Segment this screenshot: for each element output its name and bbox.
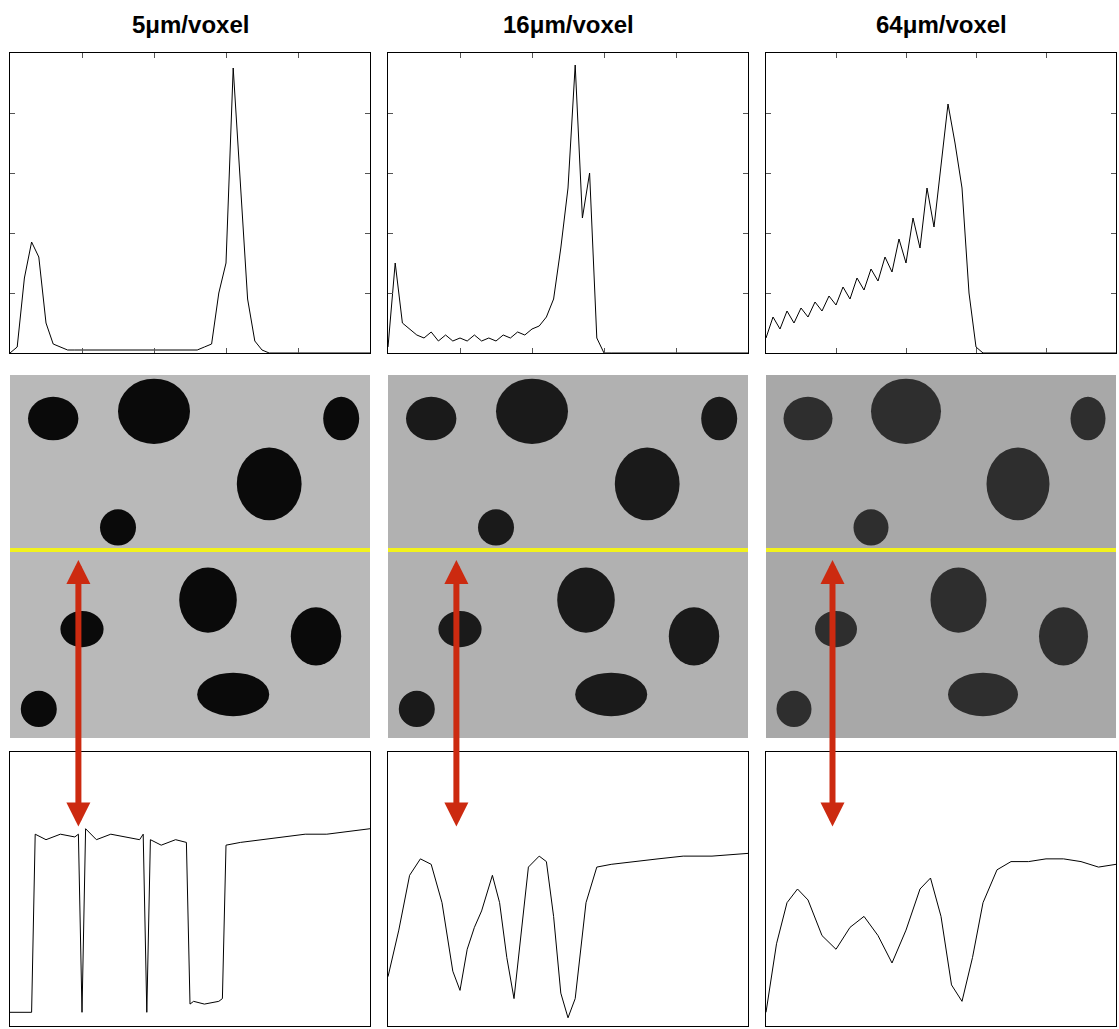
svg-text:64μm/voxel: 64μm/voxel [876,11,1007,38]
svg-text:16μm/voxel: 16μm/voxel [503,11,634,38]
svg-text:5μm/voxel: 5μm/voxel [132,11,249,38]
